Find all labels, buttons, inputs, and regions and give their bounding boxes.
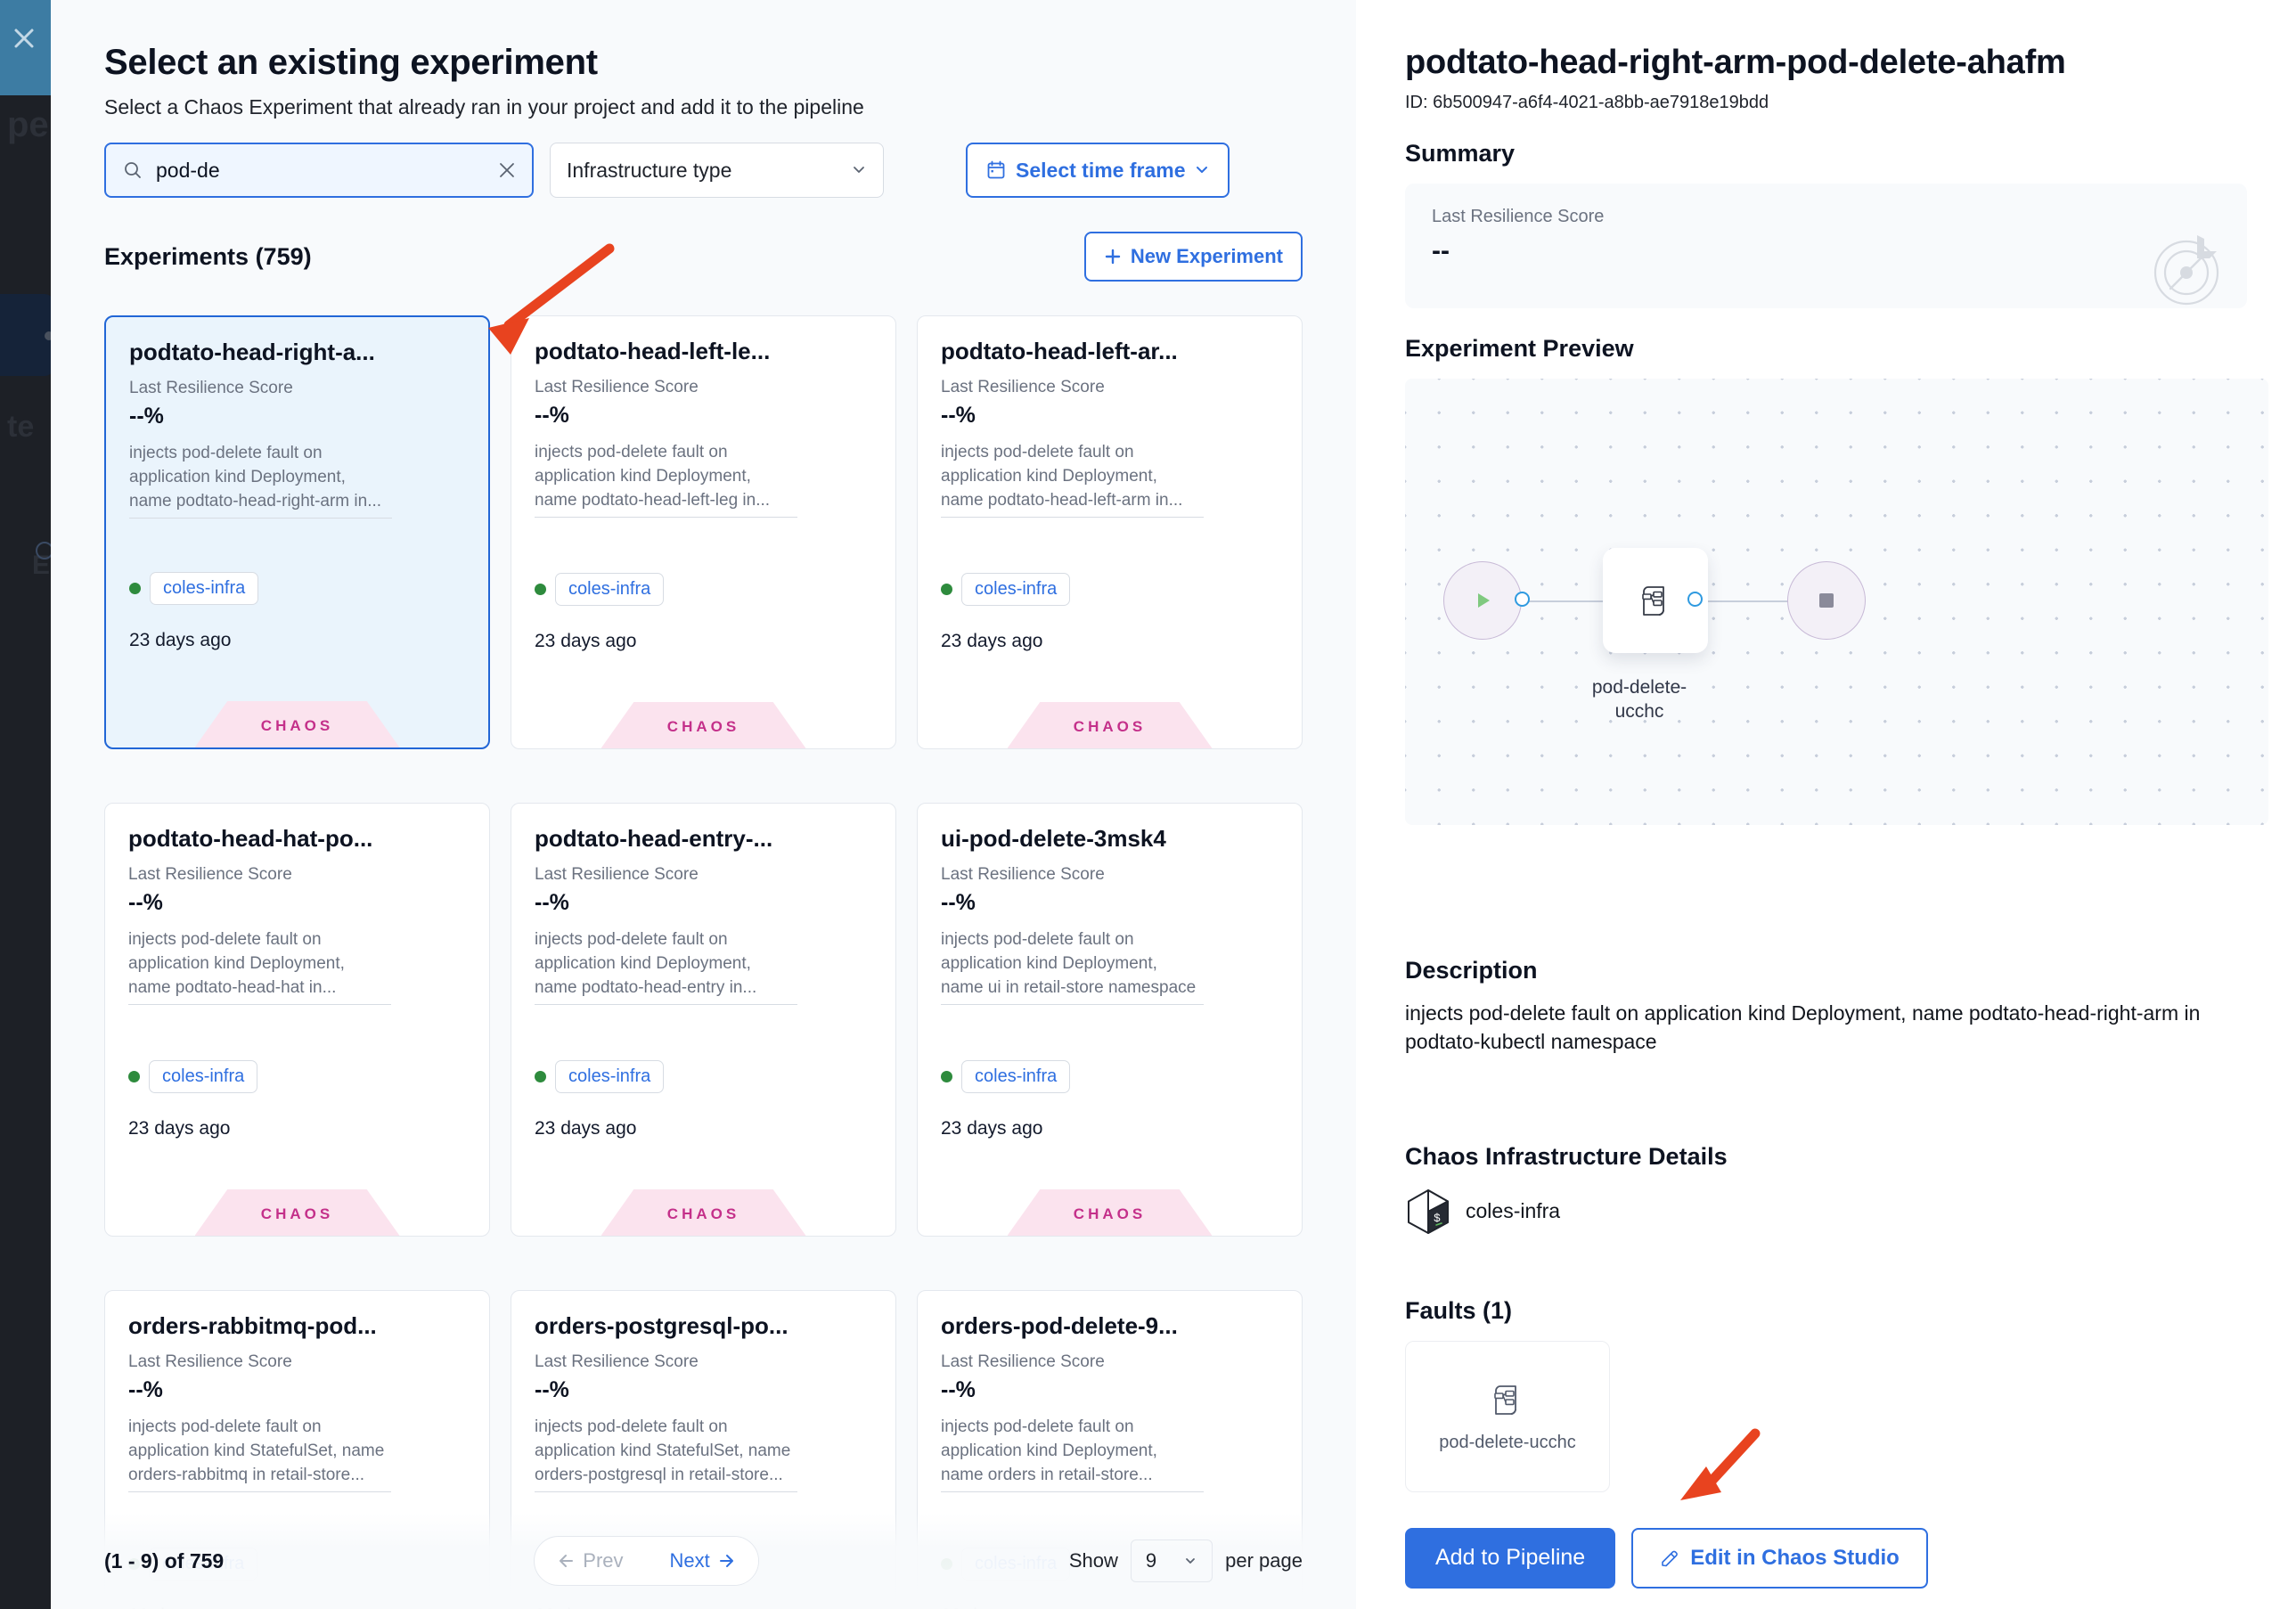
svg-text:$: $ — [1434, 1212, 1441, 1225]
